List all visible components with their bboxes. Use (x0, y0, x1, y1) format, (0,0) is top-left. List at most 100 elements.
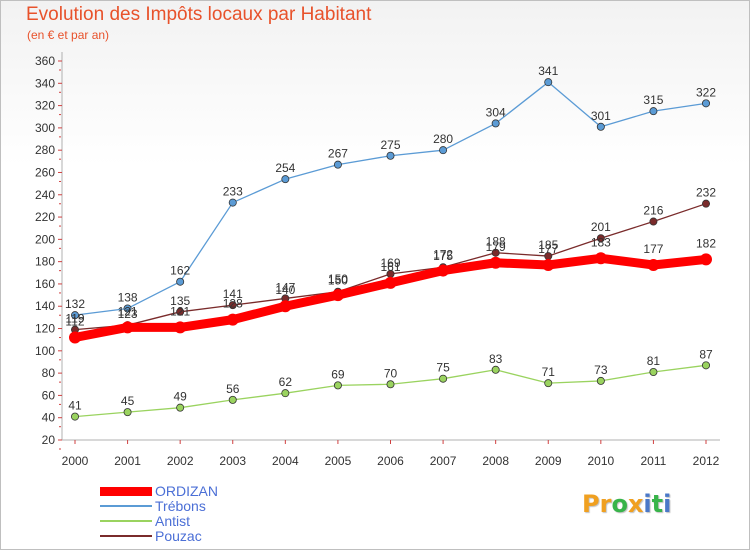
data-label-pouzac: 175 (433, 249, 453, 263)
data-label-antist: 70 (384, 366, 398, 380)
legend-swatch (100, 520, 152, 522)
point-pouzac (702, 199, 711, 208)
point-tr-bons (333, 160, 342, 169)
legend-label: Antist (155, 513, 191, 529)
point-ordizan (542, 258, 555, 271)
data-label-pouzac: 135 (170, 294, 190, 308)
x-tick-label: 2005 (325, 454, 352, 468)
point-antist (71, 412, 80, 421)
data-label-ordizan: 112 (65, 314, 84, 328)
data-label-antist: 56 (226, 382, 240, 396)
data-label-pouzac: 188 (486, 235, 506, 249)
data-label-ordizan: 161 (380, 260, 400, 274)
point-tr-bons (649, 107, 658, 116)
point-ordizan (226, 313, 239, 326)
data-label-tr-bons: 132 (65, 297, 85, 311)
legend-item-antist: Antist (100, 514, 190, 528)
x-tick-label: 2011 (641, 454, 667, 468)
point-pouzac (596, 234, 605, 243)
data-label-tr-bons: 315 (643, 93, 663, 107)
point-pouzac (176, 307, 185, 316)
point-ordizan (594, 252, 607, 265)
y-tick-label: 200 (35, 232, 55, 246)
y-tick-label: 340 (35, 76, 55, 90)
x-tick-label: 2006 (377, 454, 404, 468)
y-tick-label: 80 (42, 366, 56, 380)
point-antist (123, 408, 132, 417)
point-ordizan (437, 264, 450, 277)
point-tr-bons (544, 78, 553, 87)
legend: ORDIZAN Trébons Antist Pouzac (100, 484, 320, 548)
legend-label: Pouzac (155, 528, 202, 544)
data-label-pouzac: 232 (696, 186, 716, 200)
data-label-tr-bons: 233 (223, 185, 243, 199)
data-label-ordizan: 179 (486, 240, 506, 254)
data-label-ordizan: 177 (643, 242, 663, 256)
point-pouzac (491, 248, 500, 257)
data-label-antist: 75 (436, 361, 450, 375)
data-label-pouzac: 185 (538, 238, 558, 252)
y-tick-label: 360 (35, 54, 55, 68)
data-label-tr-bons: 301 (591, 109, 611, 123)
point-antist (596, 376, 605, 385)
data-label-ordizan: 183 (591, 235, 611, 249)
data-label-tr-bons: 254 (275, 161, 295, 175)
point-antist (544, 379, 553, 388)
x-tick-label: 2007 (430, 454, 457, 468)
y-tick-label: 260 (35, 165, 55, 179)
point-tr-bons (176, 277, 185, 286)
legend-label: ORDIZAN (155, 483, 218, 499)
data-label-antist: 41 (68, 399, 82, 413)
y-tick-label: 280 (35, 143, 55, 157)
data-label-antist: 87 (699, 347, 713, 361)
point-antist (702, 361, 711, 370)
data-label-tr-bons: 280 (433, 132, 453, 146)
data-label-pouzac: 150 (328, 274, 348, 288)
data-label-tr-bons: 322 (696, 85, 716, 99)
data-label-pouzac: 141 (223, 287, 243, 301)
data-label-ordizan: 121 (118, 304, 138, 318)
point-antist (333, 381, 342, 390)
y-tick-label: 160 (35, 277, 55, 291)
data-label-ordizan: 140 (275, 283, 295, 297)
data-label-tr-bons: 138 (118, 290, 138, 304)
data-label-pouzac: 119 (65, 312, 84, 326)
x-tick-label: 2012 (693, 454, 720, 468)
point-ordizan (700, 253, 712, 266)
point-ordizan (69, 331, 81, 344)
x-tick-label: 2002 (167, 454, 194, 468)
legend-label: Trébons (155, 498, 206, 514)
data-label-antist: 69 (331, 367, 345, 381)
y-tick-label: 180 (35, 255, 55, 269)
point-ordizan (647, 258, 660, 271)
y-tick-label: 120 (35, 322, 55, 336)
x-tick-label: 2004 (272, 454, 299, 468)
data-label-antist: 81 (647, 354, 661, 368)
point-antist (386, 380, 395, 389)
data-label-ordizan: 128 (223, 297, 243, 311)
data-label-ordizan: 182 (696, 236, 716, 250)
point-tr-bons (702, 99, 711, 108)
point-tr-bons (491, 119, 500, 128)
data-label-antist: 45 (121, 394, 135, 408)
y-tick-label: 140 (35, 299, 55, 313)
data-label-pouzac: 216 (643, 204, 663, 218)
logo-letter: o (611, 490, 628, 518)
x-tick-label: 2008 (482, 454, 509, 468)
point-antist (228, 395, 237, 404)
data-label-pouzac: 123 (118, 307, 138, 321)
point-tr-bons (386, 151, 395, 160)
data-label-ordizan: 121 (170, 304, 190, 318)
data-label-pouzac: 169 (380, 256, 400, 270)
y-tick-label: 20 (42, 433, 56, 447)
data-label-ordizan: 150 (328, 272, 348, 286)
x-tick-label: 2009 (535, 454, 562, 468)
legend-swatch (100, 505, 152, 507)
data-label-antist: 71 (542, 365, 556, 379)
logo-letter: i (643, 490, 652, 518)
data-label-pouzac: 201 (591, 220, 611, 234)
point-ordizan (279, 300, 292, 313)
chart-subtitle: (en € et par an) (27, 28, 110, 42)
data-label-tr-bons: 341 (538, 64, 558, 78)
